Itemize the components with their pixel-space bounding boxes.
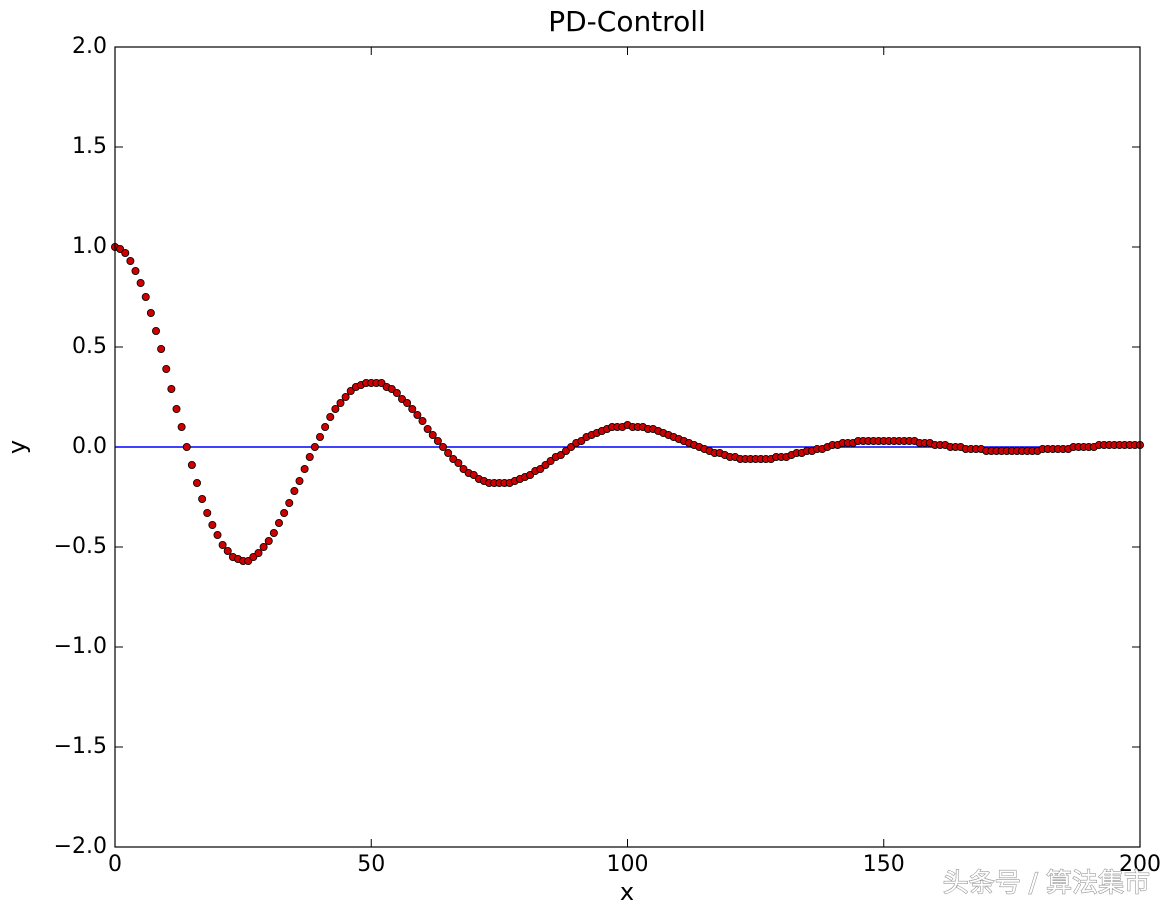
point — [146, 308, 155, 317]
point — [157, 344, 166, 353]
point — [141, 292, 150, 301]
point — [172, 404, 181, 413]
y-tick-label: 1.5 — [72, 134, 107, 159]
point — [408, 404, 417, 413]
point — [413, 410, 422, 419]
y-tick-label: −1.0 — [54, 634, 107, 659]
y-tick-label: −0.5 — [54, 534, 107, 559]
point — [331, 404, 340, 413]
x-axis-label: x — [620, 878, 634, 906]
x-tick-label: 0 — [108, 852, 122, 877]
point — [310, 442, 319, 451]
point — [208, 521, 217, 530]
watermark: 头条号 / 算法集市 — [943, 869, 1150, 899]
point — [218, 541, 227, 550]
point — [433, 436, 442, 445]
point — [182, 442, 191, 451]
y-tick-label: 1.0 — [72, 234, 107, 259]
y-tick-label: 0.5 — [72, 334, 107, 359]
point — [269, 529, 278, 538]
point — [136, 278, 145, 287]
point — [392, 388, 401, 397]
point — [300, 464, 309, 473]
point — [403, 398, 412, 407]
point — [192, 478, 201, 487]
point — [285, 498, 294, 507]
point — [274, 519, 283, 528]
point — [121, 248, 130, 257]
point — [315, 432, 324, 441]
point — [254, 549, 263, 558]
point — [295, 476, 304, 485]
point — [198, 494, 207, 503]
point — [326, 412, 335, 421]
point — [336, 398, 345, 407]
point — [223, 547, 232, 556]
point — [428, 430, 437, 439]
point — [264, 537, 273, 546]
point — [321, 422, 330, 431]
point — [162, 364, 171, 373]
point — [131, 266, 140, 275]
point — [444, 448, 453, 457]
y-tick-label: 0.0 — [72, 434, 107, 459]
point — [187, 460, 196, 469]
point — [259, 543, 268, 552]
point — [177, 422, 186, 431]
point — [341, 392, 350, 401]
point — [305, 452, 314, 461]
x-tick-label: 150 — [863, 852, 905, 877]
x-tick-label: 100 — [607, 852, 649, 877]
point — [418, 416, 427, 425]
point — [213, 531, 222, 540]
y-tick-label: −1.5 — [54, 734, 107, 759]
point — [290, 486, 299, 495]
y-tick-label: −2.0 — [54, 834, 107, 859]
x-tick-label: 200 — [1119, 852, 1161, 877]
plot-frame — [114, 46, 1141, 848]
x-tick-label: 50 — [357, 852, 385, 877]
chart-title: PD-Controll — [548, 5, 706, 38]
point — [280, 508, 289, 517]
point — [151, 326, 160, 335]
point — [203, 508, 212, 517]
y-tick-label: 2.0 — [72, 34, 107, 59]
point — [167, 384, 176, 393]
point — [454, 458, 463, 467]
point — [438, 442, 447, 451]
point — [126, 256, 135, 265]
y-axis-label: y — [3, 440, 31, 454]
point — [423, 424, 432, 433]
